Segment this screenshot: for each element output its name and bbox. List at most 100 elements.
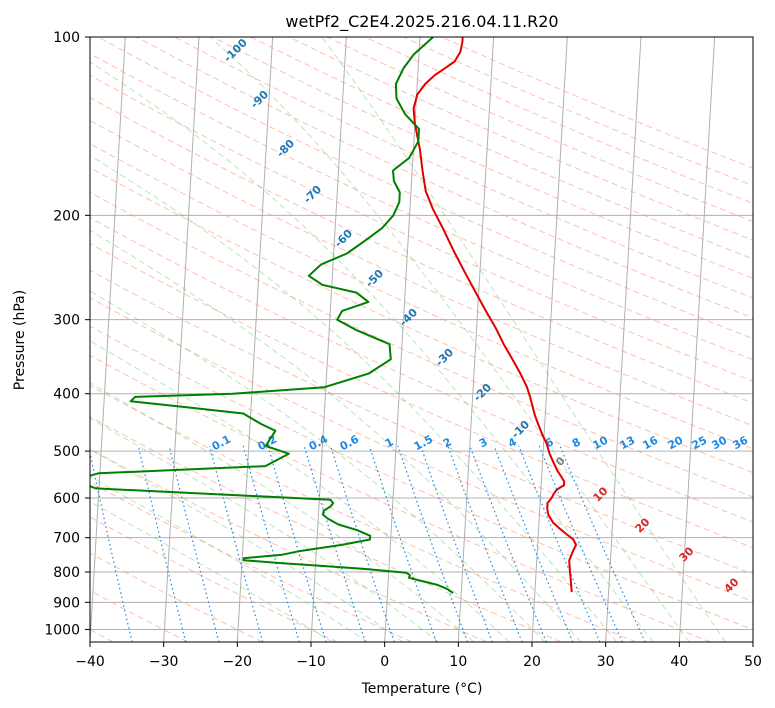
moist-adiabat-line: [209, 37, 690, 642]
moist-adiabat-line: [90, 61, 654, 642]
x-tick-label: −20: [223, 654, 253, 670]
dry-adiabat-line: [90, 325, 753, 631]
x-tick-label: 10: [449, 654, 467, 670]
mixing-ratio-label: 3: [477, 435, 490, 450]
x-tick-label: 20: [523, 654, 541, 670]
dry-adiabat-line: [90, 416, 562, 642]
isotherm-line: [163, 37, 200, 642]
moist-adiabat-line: [90, 382, 475, 642]
x-tick-label: 30: [597, 654, 615, 670]
dry-adiabat-line: [90, 74, 753, 382]
x-tick-label: −30: [149, 654, 179, 670]
dry-adiabat-line: [97, 37, 753, 340]
dry-adiabat-line: [90, 481, 413, 642]
isotherm-line: [752, 633, 753, 642]
y-tick-label: 600: [53, 491, 80, 507]
dry-adiabat-line: [90, 448, 487, 642]
y-tick-label: 200: [53, 208, 80, 224]
mixing-ratio-line: [447, 445, 523, 642]
background-lines: [90, 37, 753, 642]
x-tick-label: −10: [296, 654, 326, 670]
isotherm-label: -50: [363, 267, 386, 290]
y-tick-label: 300: [53, 313, 80, 329]
dry-adiabat-line: [90, 269, 753, 575]
moist-adiabat-line: [90, 154, 618, 642]
moist-adiabat-line: [90, 476, 368, 642]
mixing-ratio-label: 6: [543, 435, 556, 450]
mixing-ratio-label: 20: [666, 433, 686, 452]
isotherm-label: -20: [471, 381, 494, 404]
mixing-ratio-line: [493, 445, 574, 642]
dry-adiabat-line: [441, 37, 753, 169]
y-tick-label: 500: [53, 444, 80, 460]
moist-adiabat-line: [90, 229, 582, 642]
mixing-ratio-label: 10: [591, 433, 611, 452]
mixing-ratio-label: 0.1: [210, 433, 233, 454]
y-tick-label: 900: [53, 595, 80, 611]
dry-adiabat-line: [90, 97, 753, 404]
mixing-ratio-label: 2: [441, 435, 454, 450]
y-axis-label: Pressure (hPa): [12, 290, 28, 390]
mixing-ratio-line: [397, 445, 469, 642]
mixing-ratio-label: 30: [710, 433, 730, 452]
x-axis-label: Temperature (°C): [361, 681, 483, 697]
x-axis: −40 −30 −20 −10 0 10 20 30 40 50: [75, 642, 762, 670]
isotherm-line: [384, 37, 421, 642]
isotherm-line: [605, 37, 642, 642]
mixing-ratio-label: 0.4: [307, 432, 331, 453]
profile-series: [90, 37, 577, 594]
isotherm-line: [678, 37, 716, 642]
isotherm-label: -100: [221, 36, 250, 65]
isotherm-label: 20: [633, 515, 653, 535]
mixing-ratio-line: [469, 445, 547, 642]
isotherm-line: [90, 37, 126, 642]
dry-adiabat-line: [403, 37, 753, 187]
mixing-ratio-label: 1: [383, 435, 396, 450]
mixing-ratio-line: [303, 445, 366, 642]
moist-adiabat-line: [90, 417, 439, 642]
dewpoint-profile-line: [90, 37, 454, 594]
dry-adiabat-line: [136, 37, 753, 319]
dry-adiabat-line: [90, 385, 637, 642]
mixing-ratio-label: 8: [570, 435, 583, 450]
line-labels: 0.1 0.2 0.4 0.6 1 1.5 2 3 4 6 8 10 13 16 20 25 30 36-100-…: [210, 36, 751, 596]
isotherm-label: 40: [722, 575, 742, 595]
dry-adiabat-line: [90, 589, 188, 642]
y-tick-label: 800: [53, 565, 80, 581]
dry-adiabat-line: [90, 191, 753, 498]
mixing-ratio-line: [168, 445, 220, 642]
mixing-ratio-label: 1.5: [412, 433, 435, 454]
y-tick-label: 100: [53, 30, 80, 46]
mixing-ratio-line: [242, 445, 300, 642]
isotherm-line: [531, 37, 568, 642]
mixing-ratio-line: [368, 445, 437, 642]
temperature-profile-line: [412, 37, 577, 593]
moist-adiabat-line: [90, 500, 333, 642]
dry-adiabat-line: [326, 37, 753, 223]
moist-adiabat-line: [90, 448, 404, 642]
y-tick-label: 1000: [44, 622, 80, 638]
mixing-ratio-label: 16: [641, 433, 661, 452]
moist-adiabat-line: [321, 37, 726, 642]
plot-frame: [89, 36, 754, 643]
isotherm-label: 30: [677, 544, 697, 564]
mixing-ratio-label: 0.6: [338, 432, 362, 453]
isotherm-label: -80: [274, 137, 297, 160]
x-tick-label: 50: [744, 654, 762, 670]
dry-adiabat-line: [90, 217, 753, 523]
mixing-ratio-line: [209, 445, 264, 642]
dry-adiabat-line: [90, 167, 753, 474]
mixing-ratio-line: [518, 445, 601, 642]
chart-title: wetPf2_C2E4.2025.216.04.11.R20: [285, 12, 558, 32]
dry-adiabat-line: [90, 119, 753, 427]
dry-adiabat-line: [90, 354, 711, 642]
x-tick-label: −40: [75, 654, 105, 670]
mixing-ratio-line: [137, 445, 187, 642]
mixing-ratio-line: [267, 445, 327, 642]
mixing-ratio-label: 25: [690, 434, 710, 453]
dry-adiabat-line: [364, 37, 753, 204]
dry-adiabat-line: [250, 37, 753, 260]
mixing-ratio-line: [559, 445, 646, 642]
isotherm-label: 10: [591, 484, 611, 504]
